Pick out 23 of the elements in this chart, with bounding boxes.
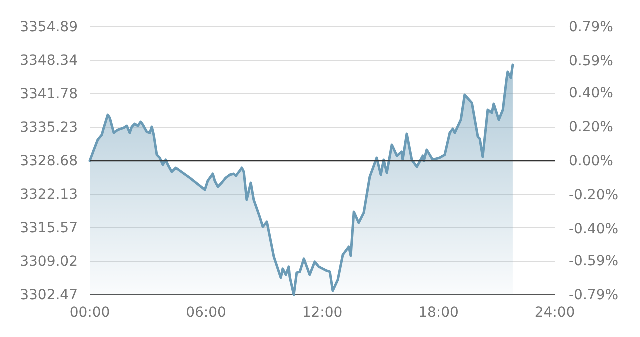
y-tick-label: 3335.23 [20,120,78,136]
y-tick-label: 3315.57 [20,220,78,237]
y2-tick-label: 0.79% [569,19,614,36]
y2-tick-label: -0.59% [569,254,619,270]
y-tick-label: 3322.13 [20,186,78,203]
y2-tick-label: 0.00% [569,153,614,170]
y2-tick-label: 0.59% [569,53,614,70]
x-tick-label: 12:00 [302,304,343,321]
y2-tick-label: -0.20% [569,187,619,204]
y-tick-label: 3341.78 [20,86,78,103]
y-tick-label: 3309.02 [20,254,78,270]
x-tick-label: 00:00 [70,304,110,321]
y-tick-label: 3328.68 [20,153,78,170]
y-tick-label: 3354.89 [20,19,78,36]
y2-tick-label: 0.40% [569,86,614,102]
x-tick-label: 06:00 [186,304,226,321]
y2-tick-label: 0.20% [569,120,614,136]
x-tick-label: 24:00 [534,304,576,321]
y2-tick-label: -0.40% [569,221,619,238]
y-tick-label: 3302.47 [20,287,78,304]
x-tick-label: 18:00 [418,304,459,321]
y-tick-label: 3348.34 [20,52,78,69]
y2-tick-label: -0.79% [569,287,619,304]
